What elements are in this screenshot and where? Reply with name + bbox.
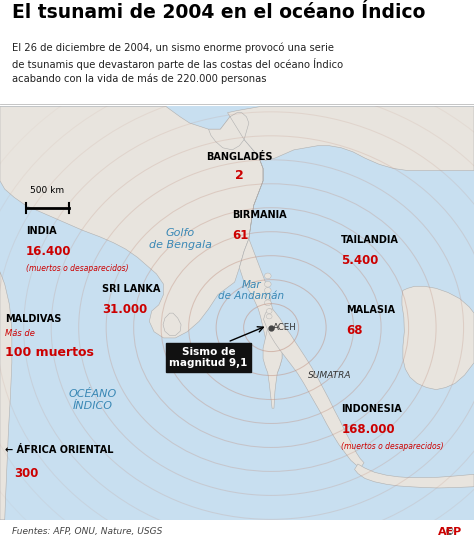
Text: 61: 61 [232,229,249,242]
Circle shape [266,308,272,313]
Text: 68: 68 [346,324,363,337]
Text: Golfo
de Bengala: Golfo de Bengala [149,228,211,250]
Polygon shape [402,286,474,390]
Circle shape [264,288,271,293]
Text: BIRMANIA: BIRMANIA [232,210,287,219]
Circle shape [264,300,271,306]
Text: El tsunami de 2004 en el océano Índico: El tsunami de 2004 en el océano Índico [12,3,425,22]
Circle shape [264,273,271,279]
Text: 5.400: 5.400 [341,254,379,267]
Text: INDIA: INDIA [26,226,57,236]
Polygon shape [0,272,12,520]
Text: ACEH: ACEH [273,323,296,332]
Text: Más de: Más de [5,329,35,339]
Text: 2: 2 [235,169,244,182]
Polygon shape [0,106,263,338]
Text: 31.000: 31.000 [102,304,147,316]
Text: El 26 de diciembre de 2004, un sismo enorme provocó una serie
de tsunamis que de: El 26 de diciembre de 2004, un sismo eno… [12,43,343,84]
Text: ← ÁFRICA ORIENTAL: ← ÁFRICA ORIENTAL [5,446,113,455]
Polygon shape [264,309,364,467]
Text: Fuentes: AFP, ONU, Nature, USGS: Fuentes: AFP, ONU, Nature, USGS [12,527,162,536]
Text: OCÉANO
ÍNDICO: OCÉANO ÍNDICO [68,389,117,411]
Text: MALASIA: MALASIA [346,305,395,315]
Circle shape [264,294,271,300]
Text: TAILANDIA: TAILANDIA [341,235,399,245]
Text: (muertos o desaparecidos): (muertos o desaparecidos) [341,442,444,450]
Text: AFP: AFP [438,526,462,537]
Text: 168.000: 168.000 [341,423,395,436]
Text: Sismo de
magnitud 9,1: Sismo de magnitud 9,1 [169,347,248,368]
Text: 16.400: 16.400 [26,246,72,258]
Circle shape [264,281,271,287]
Text: 100 muertos: 100 muertos [5,346,93,359]
Polygon shape [163,313,181,335]
Text: Mar
de Andamán: Mar de Andamán [218,280,284,301]
Text: SRI LANKA: SRI LANKA [102,284,160,294]
Text: ©: © [445,526,457,537]
Text: (muertos o desaparecidos): (muertos o desaparecidos) [26,264,129,273]
Text: SUMATRA: SUMATRA [308,371,351,379]
Text: INDONESIA: INDONESIA [341,404,402,414]
Text: 300: 300 [14,467,38,480]
Polygon shape [263,317,282,408]
Circle shape [266,314,272,319]
Polygon shape [209,106,474,170]
Text: 500 km: 500 km [30,186,64,195]
Text: MALDIVAS: MALDIVAS [5,314,61,324]
Polygon shape [239,148,282,373]
Polygon shape [355,464,474,488]
Text: BANGLADÉS: BANGLADÉS [206,152,273,162]
